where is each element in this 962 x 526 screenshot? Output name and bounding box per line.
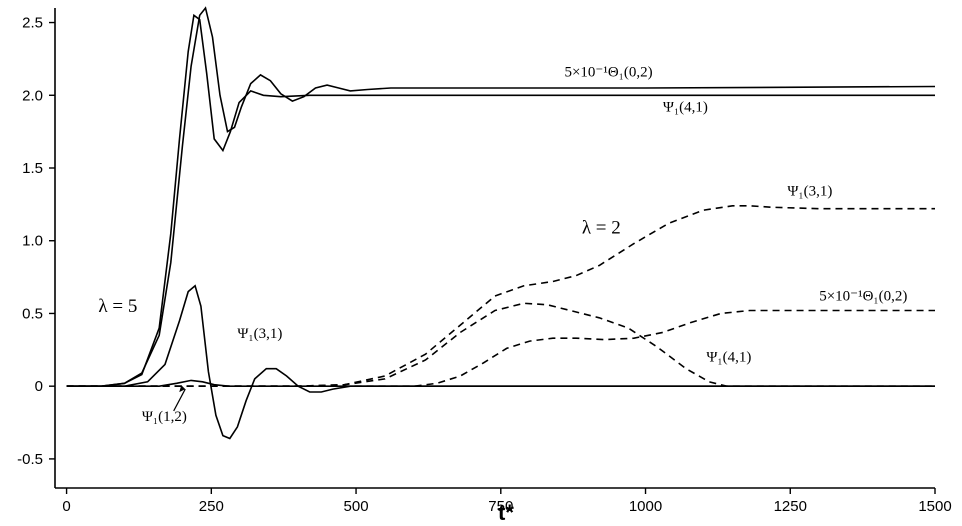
series-line-2 [66, 13, 935, 387]
x-axis-title: t* [498, 500, 514, 525]
x-tick-label: 750 [488, 498, 513, 515]
x-tick-label: 1250 [774, 498, 807, 515]
x-tick-label: 1500 [918, 498, 951, 515]
series-line-5 [66, 205, 935, 387]
psi12-arrowhead [179, 385, 186, 393]
y-tick-label: 1.5 [22, 160, 43, 177]
annotation-t_psi31_dashed: Ψ₁(3,1) [787, 184, 832, 200]
series-line-6 [66, 302, 935, 387]
x-tick-label: 250 [199, 498, 224, 515]
annotation-t_psi41_dashed: Ψ₁(4,1) [706, 349, 751, 365]
y-tick-label: 2.5 [22, 15, 43, 32]
x-tick-label: 0 [62, 498, 70, 515]
series-line-3 [66, 284, 935, 440]
y-tick-label: -0.5 [17, 451, 43, 468]
y-tick-label: 2.0 [22, 87, 43, 104]
y-tick-label: 0.5 [22, 305, 43, 322]
y-tick-label: 1.0 [22, 233, 43, 250]
x-tick-label: 500 [344, 498, 369, 515]
annotation-lam5: λ = 5 [98, 296, 137, 317]
annotation-t_psi12: Ψ₁(1,2) [142, 409, 187, 425]
annotations: λ = 5 λ = 2 5×10⁻¹Θ₁(0,2) Ψ₁(4,1) Ψ₁(3,1) 5×1… [98, 64, 907, 425]
axes: 0 250 500 750 1000 1250 1500 -0.5 0 0.5 1.0 1.5 2.0 2… [17, 8, 952, 515]
series-layer [66, 6, 936, 440]
series-line-4 [66, 379, 935, 387]
series-line-7 [66, 309, 935, 387]
annotation-t_theta_solid: 5×10⁻¹Θ₁(0,2) [564, 64, 652, 80]
annotation-t_theta_dashed: 5×10⁻¹Θ₁(0,2) [819, 288, 907, 304]
psi12-leader-line [173, 388, 186, 412]
annotation-t_psi31_solid: Ψ₁(3,1) [237, 326, 282, 342]
x-tick-label: 1000 [629, 498, 662, 515]
y-tick-label: 0 [35, 378, 43, 395]
annotation-lam2: λ = 2 [582, 217, 621, 238]
annotation-t_psi41_solid: Ψ₁(4,1) [663, 99, 708, 115]
